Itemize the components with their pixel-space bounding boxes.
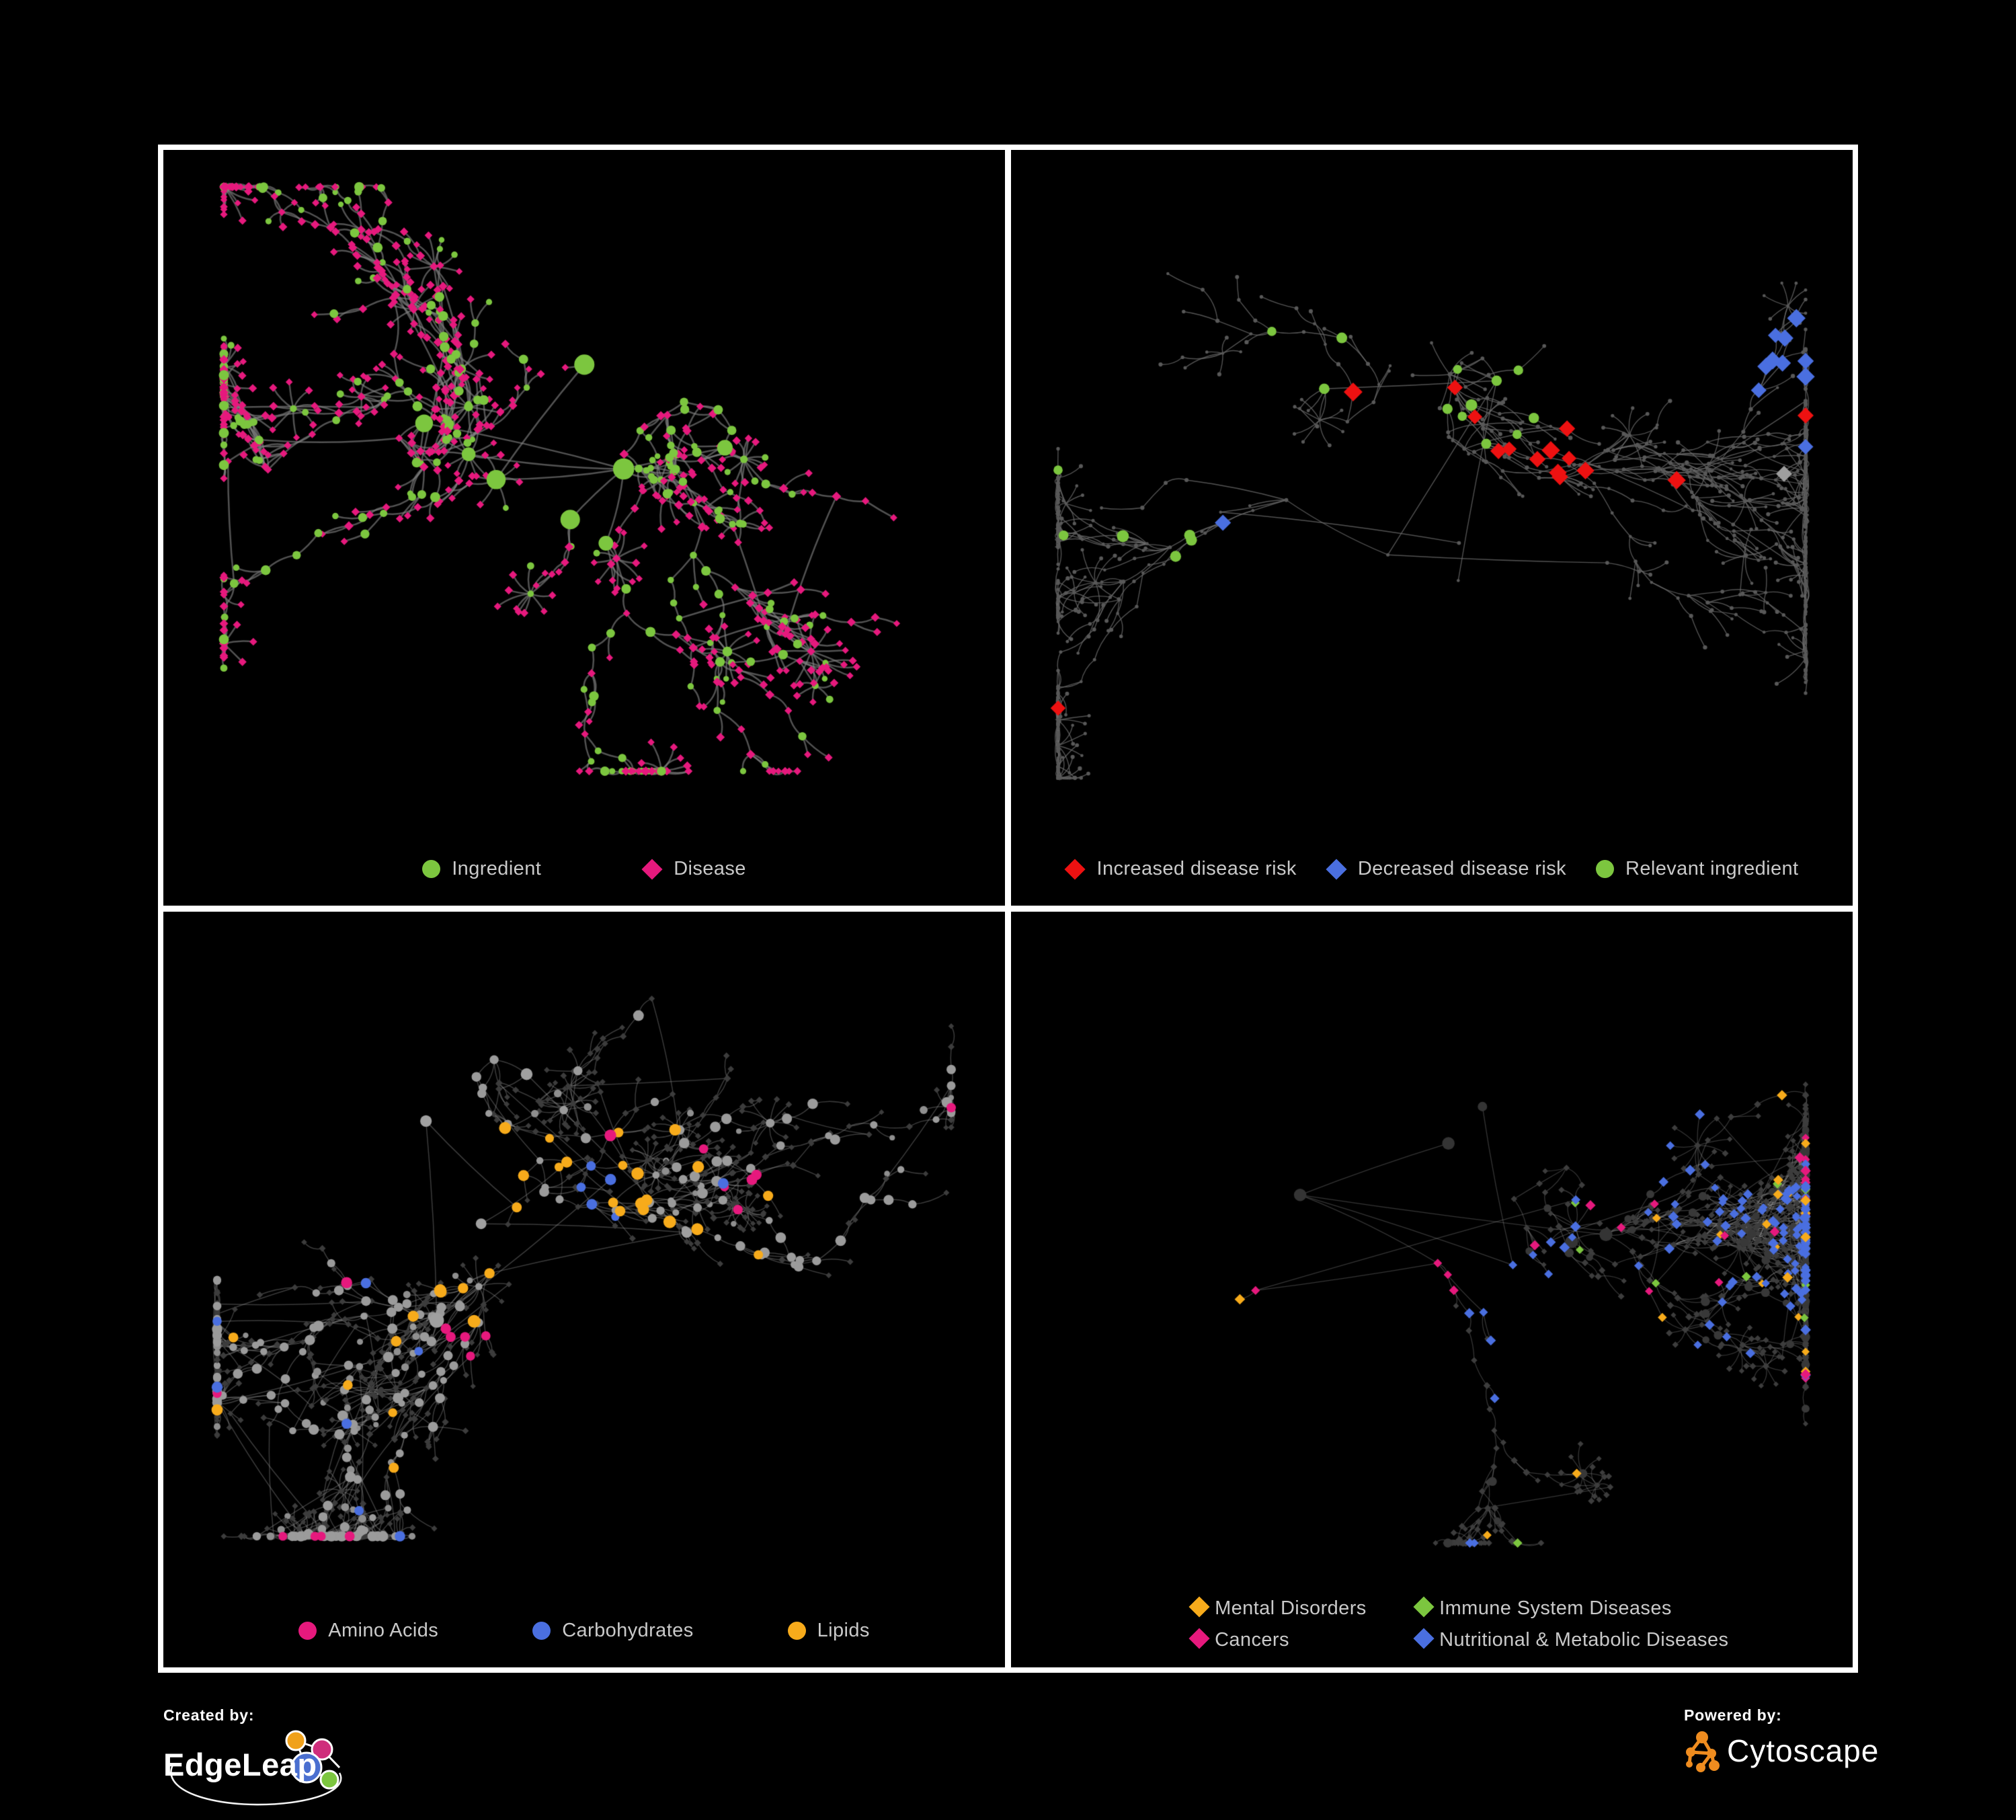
cytoscape-wordmark: Cytoscape bbox=[1727, 1733, 1880, 1768]
decreased-risk-marker-icon bbox=[1326, 858, 1347, 880]
legend-disease-classes: Mental Disorders Immune System Diseases … bbox=[1011, 1596, 1853, 1651]
legend-item-immune-system-diseases: Immune System Diseases bbox=[1413, 1596, 1729, 1620]
lipids-marker-icon bbox=[787, 1622, 806, 1640]
legend-item-ingredient: Ingredient bbox=[422, 858, 541, 880]
panel-ingredient-disease: Ingredient Disease bbox=[163, 150, 1005, 906]
panel-disease-risk: Increased disease risk Decreased disease… bbox=[1011, 150, 1853, 906]
cancers-marker-icon bbox=[1188, 1628, 1210, 1649]
legend-item-nutritional-metabolic-diseases: Nutritional & Metabolic Diseases bbox=[1413, 1628, 1729, 1651]
legend-label: Relevant ingredient bbox=[1625, 858, 1799, 879]
created-by-label: Created by: bbox=[163, 1706, 255, 1724]
legend-disease-risk: Increased disease risk Decreased disease… bbox=[1011, 858, 1853, 880]
legend-item-increased-risk: Increased disease risk bbox=[1064, 858, 1297, 880]
legend-item-disease: Disease bbox=[641, 858, 746, 880]
legend-label: Amino Acids bbox=[328, 1620, 439, 1641]
disease-risk-network-canvas bbox=[1011, 150, 1853, 906]
legend-label: Nutritional & Metabolic Diseases bbox=[1439, 1629, 1729, 1651]
legend-label: Carbohydrates bbox=[562, 1620, 694, 1641]
panel-compound-classes: Amino Acids Carbohydrates Lipids bbox=[163, 912, 1005, 1667]
cytoscape-logo-icon bbox=[1686, 1731, 1720, 1772]
edgeleap-wordmark: EdgeLeap bbox=[163, 1747, 317, 1782]
carbohydrates-marker-icon bbox=[532, 1622, 551, 1640]
legend-item-cancers: Cancers bbox=[1188, 1628, 1367, 1651]
powered-by-label: Powered by: bbox=[1684, 1706, 1782, 1724]
legend-item-lipids: Lipids bbox=[787, 1620, 870, 1642]
legend-label: Decreased disease risk bbox=[1357, 858, 1567, 879]
legend-item-carbohydrates: Carbohydrates bbox=[532, 1620, 693, 1642]
legend-item-decreased-risk: Decreased disease risk bbox=[1326, 858, 1566, 880]
network-grid: Ingredient Disease Increased disease ris… bbox=[158, 145, 1858, 1673]
legend-item-amino-acids: Amino Acids bbox=[298, 1620, 438, 1642]
legend-label: Increased disease risk bbox=[1096, 858, 1297, 879]
mental-disorders-marker-icon bbox=[1188, 1596, 1210, 1618]
compound-class-network-canvas bbox=[163, 912, 1005, 1667]
disease-class-network-canvas bbox=[1011, 912, 1853, 1667]
nutritional-metabolic-marker-icon bbox=[1413, 1628, 1435, 1649]
panel-disease-classes: Mental Disorders Immune System Diseases … bbox=[1011, 912, 1853, 1667]
relevant-ingredient-marker-icon bbox=[1596, 860, 1615, 878]
legend-label: Disease bbox=[674, 858, 746, 879]
legend-item-mental-disorders: Mental Disorders bbox=[1188, 1596, 1367, 1620]
legend-item-relevant-ingredient: Relevant ingredient bbox=[1596, 858, 1798, 880]
increased-risk-marker-icon bbox=[1064, 858, 1086, 880]
edgeleap-branding: Created by: EdgeLeap bbox=[163, 1706, 372, 1814]
immune-system-diseases-marker-icon bbox=[1413, 1596, 1435, 1618]
legend-compound-classes: Amino Acids Carbohydrates Lipids bbox=[163, 1620, 1005, 1642]
legend-label: Lipids bbox=[817, 1620, 870, 1641]
cytoscape-branding: Powered by: Cytoscape bbox=[1684, 1706, 1980, 1814]
ingredient-marker-icon bbox=[422, 860, 441, 878]
edgeleap-logo-icon bbox=[170, 1730, 342, 1806]
legend-label: Cancers bbox=[1215, 1629, 1289, 1651]
legend-label: Mental Disorders bbox=[1215, 1597, 1367, 1619]
amino-acids-marker-icon bbox=[298, 1622, 317, 1640]
legend-label: Immune System Diseases bbox=[1439, 1597, 1672, 1619]
disease-marker-icon bbox=[641, 858, 663, 880]
legend-ingredient-disease: Ingredient Disease bbox=[163, 858, 1005, 880]
legend-label: Ingredient bbox=[452, 858, 542, 879]
ingredient-disease-network-canvas bbox=[163, 150, 1005, 906]
